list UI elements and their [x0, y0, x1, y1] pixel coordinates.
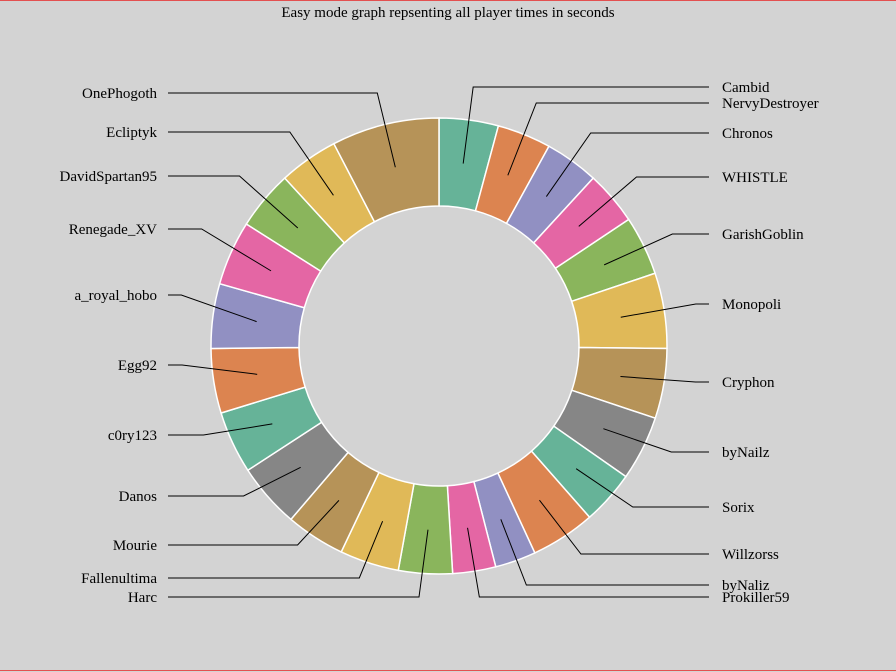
label-sorix: Sorix [722, 500, 755, 516]
leader-line-danos [168, 466, 301, 497]
leader-line-egg92 [168, 364, 258, 375]
leader-line-mourie [168, 500, 340, 546]
label-harc: Harc [128, 590, 157, 606]
label-cryphon: Cryphon [722, 375, 775, 391]
leader-line-bynaliz [500, 519, 709, 586]
leader-line-onephogoth [168, 92, 396, 168]
label-cambid: Cambid [722, 80, 770, 96]
leader-line-chronos [545, 132, 709, 197]
label-monopoli: Monopoli [722, 297, 781, 313]
leader-line-fallenultima [168, 520, 384, 579]
label-egg92: Egg92 [118, 358, 157, 374]
leader-line-a-royal-hobo [168, 294, 257, 323]
label-nervydestroyer: NervyDestroyer [722, 96, 819, 112]
leader-line-monopoli [620, 303, 709, 318]
label-onephogoth: OnePhogoth [82, 86, 158, 102]
leader-line-cryphon [620, 376, 709, 383]
label-c0ry123: c0ry123 [108, 428, 157, 444]
leader-line-sorix [575, 468, 709, 508]
leader-line-cambid [462, 86, 709, 164]
leader-line-davidspartan95 [168, 175, 299, 229]
slices-group [210, 117, 668, 575]
label-prokiller59: Prokiller59 [722, 590, 790, 606]
leader-line-ecliptyk [168, 131, 334, 196]
label-garishgoblin: GarishGoblin [722, 227, 804, 243]
leader-line-c0ry123 [168, 423, 273, 436]
label-whistle: WHISTLE [722, 170, 788, 186]
leader-lines-group [168, 86, 709, 598]
label-danos: Danos [119, 489, 157, 505]
leader-line-harc [168, 529, 429, 598]
label-bynaliz: byNaliz [722, 578, 770, 594]
chart-title: Easy mode graph repsenting all player ti… [281, 5, 615, 21]
slice-onephogoth [332, 117, 440, 223]
leader-line-garishgoblin [603, 233, 709, 266]
label-chronos: Chronos [722, 126, 773, 142]
leader-line-prokiller59 [467, 527, 709, 598]
leader-line-renegade-xv [168, 228, 272, 272]
label-a-royal-hobo: a_royal_hobo [75, 288, 157, 304]
label-ecliptyk: Ecliptyk [106, 125, 157, 141]
leader-line-nervydestroyer [507, 102, 709, 176]
leader-line-bynailz [603, 428, 709, 453]
label-willzorss: Willzorss [722, 547, 779, 563]
label-renegade-xv: Renegade_XV [69, 222, 157, 238]
leader-line-whistle [578, 176, 709, 227]
label-mourie: Mourie [113, 538, 158, 554]
label-bynailz: byNailz [722, 445, 770, 461]
label-davidspartan95: DavidSpartan95 [60, 169, 157, 185]
label-fallenultima: Fallenultima [81, 571, 157, 587]
leader-line-willzorss [539, 499, 709, 555]
